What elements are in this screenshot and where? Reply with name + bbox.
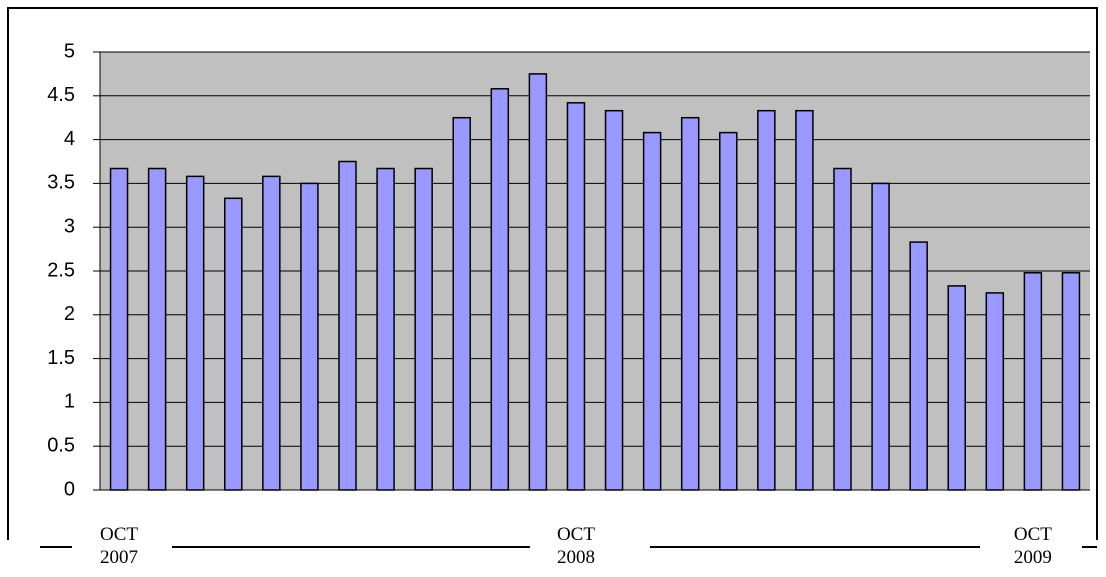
y-tick-label: 0 <box>64 478 75 500</box>
y-tick-label: 3.5 <box>47 172 75 194</box>
y-tick-label: 1.5 <box>47 347 75 369</box>
bar <box>490 88 510 491</box>
bar <box>300 182 319 491</box>
bar <box>147 167 167 491</box>
y-tick-label: 5 <box>64 40 75 62</box>
y-tick-label: 3 <box>64 215 75 237</box>
bar <box>604 109 624 491</box>
bar <box>376 167 395 491</box>
x-tick-label: OCT 2009 <box>1013 524 1052 568</box>
y-tick-label: 0.5 <box>47 434 75 456</box>
y-tick-label: 2.5 <box>47 259 75 281</box>
chart-frame <box>7 7 1098 540</box>
y-tick-label: 4 <box>64 128 75 150</box>
x-tick-label: OCT 2007 <box>100 524 139 568</box>
bar <box>338 160 357 491</box>
bar <box>947 285 966 491</box>
bar <box>757 109 776 491</box>
bar <box>224 197 243 491</box>
bar <box>833 167 852 491</box>
y-tick-label: 4.5 <box>47 84 75 106</box>
bar <box>109 167 129 491</box>
bar <box>452 116 471 491</box>
bar <box>985 292 1005 491</box>
y-tick-label: 1 <box>64 391 75 413</box>
y-tick-label: 2 <box>64 303 75 325</box>
bar <box>1023 272 1043 491</box>
bar <box>1061 272 1081 491</box>
bar <box>566 102 586 491</box>
bar <box>680 116 700 491</box>
bar <box>414 167 433 491</box>
bar <box>262 175 281 491</box>
bar <box>528 73 548 491</box>
bar <box>642 131 662 491</box>
bar <box>185 175 205 491</box>
bar <box>719 131 738 491</box>
bar <box>909 241 928 491</box>
bar <box>795 109 814 491</box>
x-tick-label: OCT 2008 <box>556 524 595 568</box>
bar <box>871 182 890 491</box>
